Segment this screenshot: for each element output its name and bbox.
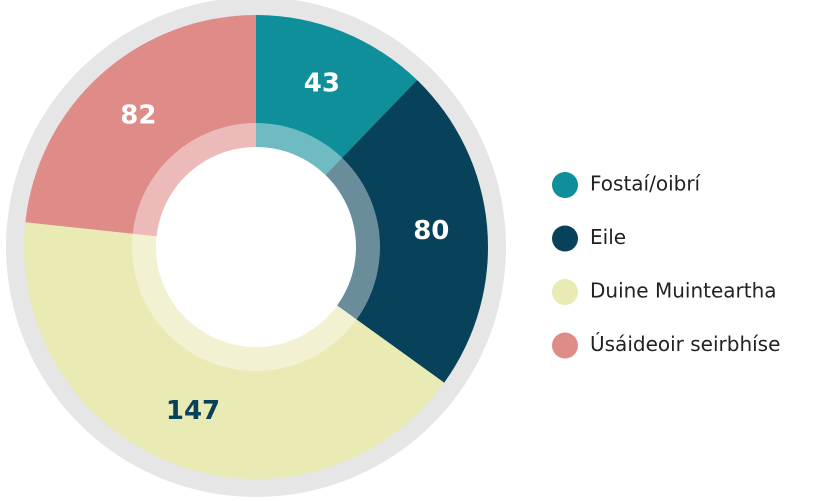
value-label: 80 [413, 216, 449, 246]
hole [156, 147, 356, 347]
value-label: 147 [166, 396, 220, 426]
legend-label: Úsáideoir seirbhíse [590, 332, 780, 356]
slice [256, 80, 489, 383]
labels: 43 Fostaí/oibrí 80 Eile 147 Duine Muinteartha… [120, 68, 780, 426]
legend-label: Fostaí/oibrí [590, 172, 702, 196]
value-label: 43 [304, 68, 340, 98]
legend-label: Duine Muinteartha [590, 279, 777, 303]
legend-swatch [552, 332, 578, 359]
legend-swatch [552, 225, 578, 252]
legend-label: Eile [590, 225, 626, 249]
legend-swatch [552, 279, 578, 305]
legend-swatch [552, 172, 578, 198]
value-label: 82 [120, 101, 156, 131]
slice [23, 222, 445, 480]
